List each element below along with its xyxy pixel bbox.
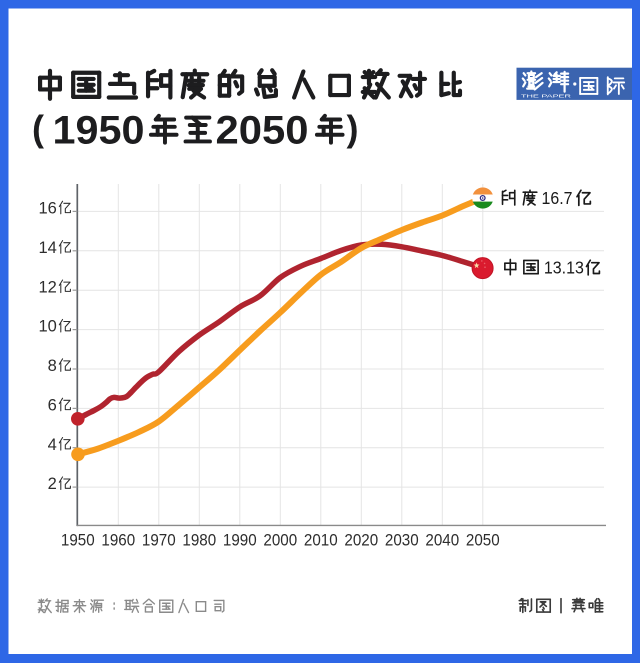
svg-text:16: 16	[38, 200, 56, 218]
svg-text:2: 2	[48, 475, 57, 493]
svg-text:13.13: 13.13	[544, 257, 584, 277]
svg-text:2010: 2010	[304, 532, 338, 550]
svg-text:6: 6	[48, 397, 57, 415]
svg-text:12: 12	[38, 278, 56, 296]
svg-text:14: 14	[38, 239, 56, 257]
svg-text:): )	[347, 108, 359, 149]
svg-text:1960: 1960	[101, 532, 135, 550]
svg-text:2000: 2000	[263, 532, 297, 550]
svg-text:1950: 1950	[53, 108, 145, 152]
svg-text:1950: 1950	[61, 532, 95, 550]
svg-text:1970: 1970	[142, 532, 176, 550]
svg-text:2050: 2050	[216, 108, 309, 152]
svg-text:10: 10	[38, 318, 56, 336]
svg-text:1980: 1980	[182, 532, 216, 550]
svg-text:(: (	[32, 108, 44, 149]
svg-text:2050: 2050	[466, 532, 500, 550]
svg-text:16.7: 16.7	[542, 188, 573, 208]
svg-text:1990: 1990	[223, 532, 257, 550]
svg-text:THE PAPER: THE PAPER	[521, 94, 571, 99]
svg-text:2020: 2020	[344, 532, 378, 550]
svg-text:2030: 2030	[385, 532, 419, 550]
svg-text:2040: 2040	[425, 532, 459, 550]
svg-text:4: 4	[48, 436, 57, 454]
svg-text:8: 8	[48, 357, 57, 375]
